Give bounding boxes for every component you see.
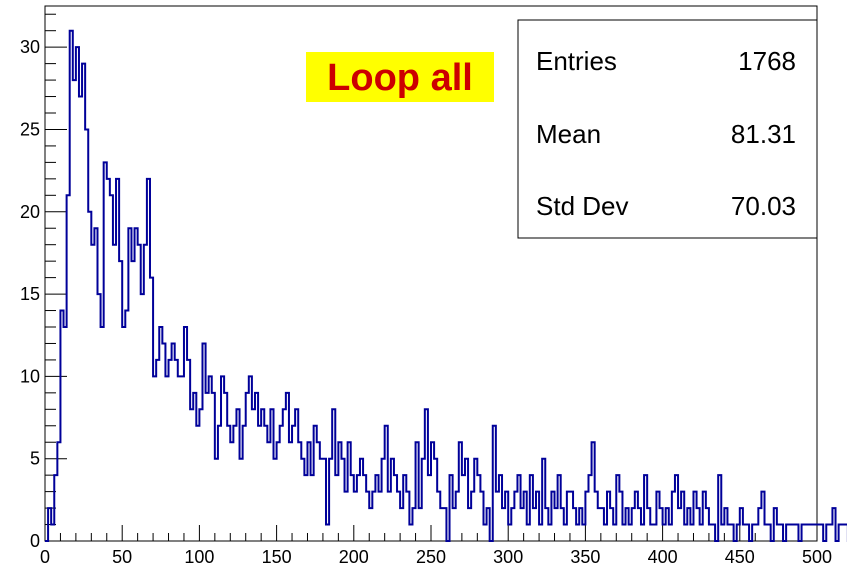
stats-mean-label: Mean bbox=[536, 119, 601, 149]
x-tick-label: 400 bbox=[648, 547, 678, 567]
stats-stddev-value: 70.03 bbox=[731, 191, 796, 221]
x-tick-label: 150 bbox=[262, 547, 292, 567]
x-tick-label: 200 bbox=[339, 547, 369, 567]
x-tick-label: 450 bbox=[725, 547, 755, 567]
y-tick-label: 20 bbox=[20, 202, 40, 222]
y-tick-label: 15 bbox=[20, 284, 40, 304]
y-tick-label: 10 bbox=[20, 366, 40, 386]
x-axis: 0 50 100 150 200 250 300 350 400 450 500 bbox=[40, 525, 832, 567]
stats-mean-value: 81.31 bbox=[731, 119, 796, 149]
y-tick-label: 25 bbox=[20, 119, 40, 139]
y-tick-label: 5 bbox=[30, 449, 40, 469]
histogram-title-label: Loop all bbox=[306, 52, 494, 102]
x-tick-label: 300 bbox=[493, 547, 523, 567]
x-tick-label: 100 bbox=[184, 547, 214, 567]
stats-box: Entries 1768 Mean 81.31 Std Dev 70.03 bbox=[517, 19, 818, 239]
y-axis: 0 5 10 15 20 25 30 bbox=[20, 13, 67, 551]
x-tick-label: 350 bbox=[570, 547, 600, 567]
stats-stddev-label: Std Dev bbox=[536, 191, 629, 221]
histogram-series-line bbox=[45, 29, 847, 542]
x-tick-label: 500 bbox=[802, 547, 832, 567]
stats-entries-value: 1768 bbox=[738, 46, 796, 76]
title-highlight-box bbox=[306, 52, 494, 102]
chart-title: Loop all bbox=[327, 57, 473, 99]
y-tick-label: 0 bbox=[30, 531, 40, 551]
stats-box-frame bbox=[517, 19, 818, 239]
x-tick-label: 50 bbox=[112, 547, 132, 567]
x-tick-label: 0 bbox=[40, 547, 50, 567]
x-tick-label: 250 bbox=[416, 547, 446, 567]
y-tick-label: 30 bbox=[20, 37, 40, 57]
stats-entries-label: Entries bbox=[536, 46, 617, 76]
